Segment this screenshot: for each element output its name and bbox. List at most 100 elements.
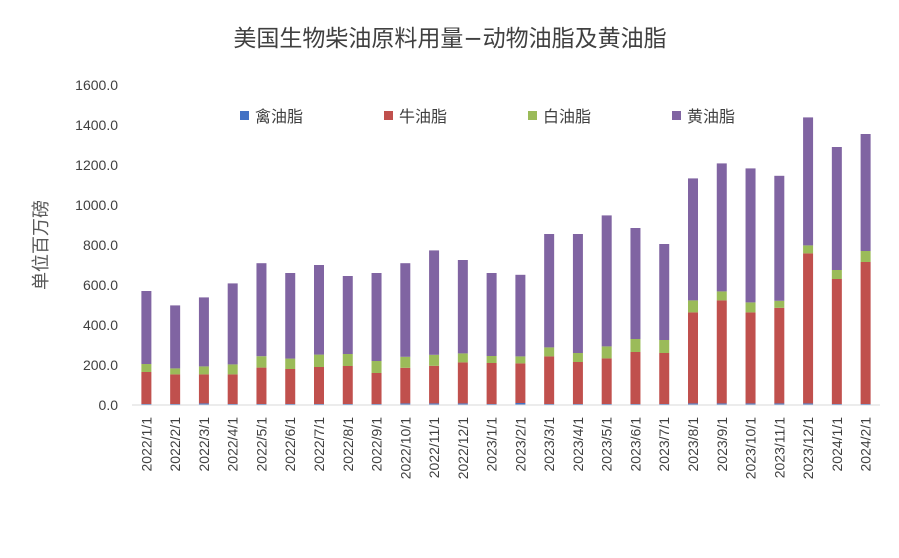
y-axis-label: 单位百万磅 xyxy=(31,200,52,290)
bar-segment xyxy=(342,366,353,404)
bar-segment xyxy=(572,234,583,353)
bar-segment xyxy=(659,340,670,353)
bar-segment xyxy=(803,253,814,404)
x-tick-label: 2022/7/1 xyxy=(311,417,327,472)
x-tick-label: 2023/3/1 xyxy=(541,417,557,472)
legend-label: 黄油脂 xyxy=(687,107,735,126)
bar-segment xyxy=(601,358,612,404)
bar-segment xyxy=(716,163,727,292)
bar-segment xyxy=(831,270,842,279)
bar-segment xyxy=(457,362,468,404)
bar-segment xyxy=(141,372,152,404)
bar-segment xyxy=(803,403,814,405)
bars xyxy=(141,117,871,405)
bar-segment xyxy=(544,234,555,348)
legend-label: 白油脂 xyxy=(543,107,591,126)
bar-segment xyxy=(371,373,382,404)
bar-segment xyxy=(400,356,411,368)
bar-segment xyxy=(141,291,152,364)
bar-segment xyxy=(716,291,727,301)
bar-segment xyxy=(400,367,411,404)
x-tick-label: 2023/1/1 xyxy=(484,417,500,472)
bar-segment xyxy=(429,250,440,355)
x-tick-label: 2022/1/1 xyxy=(138,417,154,472)
bar-segment xyxy=(544,347,555,357)
y-tick-label: 800.0 xyxy=(83,237,118,253)
bar-segment xyxy=(831,147,842,270)
legend-label: 牛油脂 xyxy=(399,107,447,126)
bar-segment xyxy=(429,354,440,366)
y-tick-label: 0.0 xyxy=(99,397,119,413)
x-tick-label: 2022/3/1 xyxy=(196,417,212,472)
bar-segment xyxy=(227,283,238,365)
legend-swatch xyxy=(384,111,393,120)
bar-segment xyxy=(198,374,209,404)
bar-segment xyxy=(285,273,296,359)
legend-swatch xyxy=(672,111,681,120)
y-tick-label: 1000.0 xyxy=(75,197,118,213)
x-tick-label: 2022/8/1 xyxy=(340,417,356,472)
bar-segment xyxy=(860,134,871,251)
bar-segment xyxy=(486,273,497,356)
y-tick-label: 1200.0 xyxy=(75,157,118,173)
bar-segment xyxy=(486,363,497,404)
y-tick-label: 200.0 xyxy=(83,357,118,373)
bar-segment xyxy=(227,364,238,375)
bar-segment xyxy=(400,403,411,405)
y-tick-label: 400.0 xyxy=(83,317,118,333)
bar-segment xyxy=(256,367,267,404)
legend-swatch xyxy=(528,111,537,120)
bar-segment xyxy=(515,274,526,357)
x-tick-label: 2024/1/1 xyxy=(829,417,845,472)
bar-segment xyxy=(429,403,440,405)
x-tick-label: 2023/6/1 xyxy=(627,417,643,472)
x-tick-label: 2022/9/1 xyxy=(369,417,385,472)
bar-segment xyxy=(342,354,353,366)
x-tick-label: 2023/7/1 xyxy=(656,417,672,472)
x-tick-label: 2022/2/1 xyxy=(167,417,183,472)
bar-segment xyxy=(572,362,583,404)
bar-segment xyxy=(716,403,727,405)
legend: 禽油脂 牛油脂 白油脂 黄油脂 xyxy=(240,107,735,126)
bar-segment xyxy=(774,307,785,404)
x-tick-label: 2022/12/1 xyxy=(455,417,471,479)
x-tick-label: 2023/4/1 xyxy=(570,417,586,472)
bar-segment xyxy=(659,353,670,404)
bar-segment xyxy=(457,353,468,363)
bar-segment xyxy=(198,366,209,375)
bar-segment xyxy=(774,403,785,405)
bar-segment xyxy=(774,300,785,308)
x-tick-label: 2023/12/1 xyxy=(800,417,816,479)
bar-segment xyxy=(630,352,641,404)
bar-segment xyxy=(371,361,382,373)
bar-segment xyxy=(141,364,152,372)
bar-segment xyxy=(198,403,209,405)
legend-label: 禽油脂 xyxy=(255,107,303,126)
x-tick-label: 2022/10/1 xyxy=(397,417,413,479)
chart-title: 美国生物柴油原料用量−动物油脂及黄油脂 xyxy=(233,26,666,52)
x-tick-label: 2023/11/1 xyxy=(771,417,787,478)
legend-swatch xyxy=(240,111,249,120)
x-tick-label: 2023/2/1 xyxy=(512,417,528,472)
bar-segment xyxy=(314,367,324,404)
bar-segment xyxy=(457,403,468,405)
bar-segment xyxy=(285,369,296,404)
bar-segment xyxy=(659,244,670,340)
bar-segment xyxy=(486,356,497,363)
y-axis-ticks: 0.0 200.0 400.0 600.0 800.0 1000.0 1200.0 1400.… xyxy=(75,77,118,413)
y-tick-label: 1400.0 xyxy=(75,117,118,133)
bar-segment xyxy=(745,168,756,303)
bar-segment xyxy=(429,365,440,404)
bar-segment xyxy=(572,353,583,362)
bar-segment xyxy=(227,374,238,404)
bar-segment xyxy=(601,346,612,359)
bar-segment xyxy=(774,175,785,301)
bar-segment xyxy=(342,276,353,354)
y-tick-label: 1600.0 xyxy=(75,77,118,93)
bar-segment xyxy=(831,279,842,404)
bar-segment xyxy=(256,356,267,368)
x-tick-label: 2023/5/1 xyxy=(599,417,615,472)
x-tick-label: 2022/6/1 xyxy=(282,417,298,472)
bar-segment xyxy=(515,403,526,405)
